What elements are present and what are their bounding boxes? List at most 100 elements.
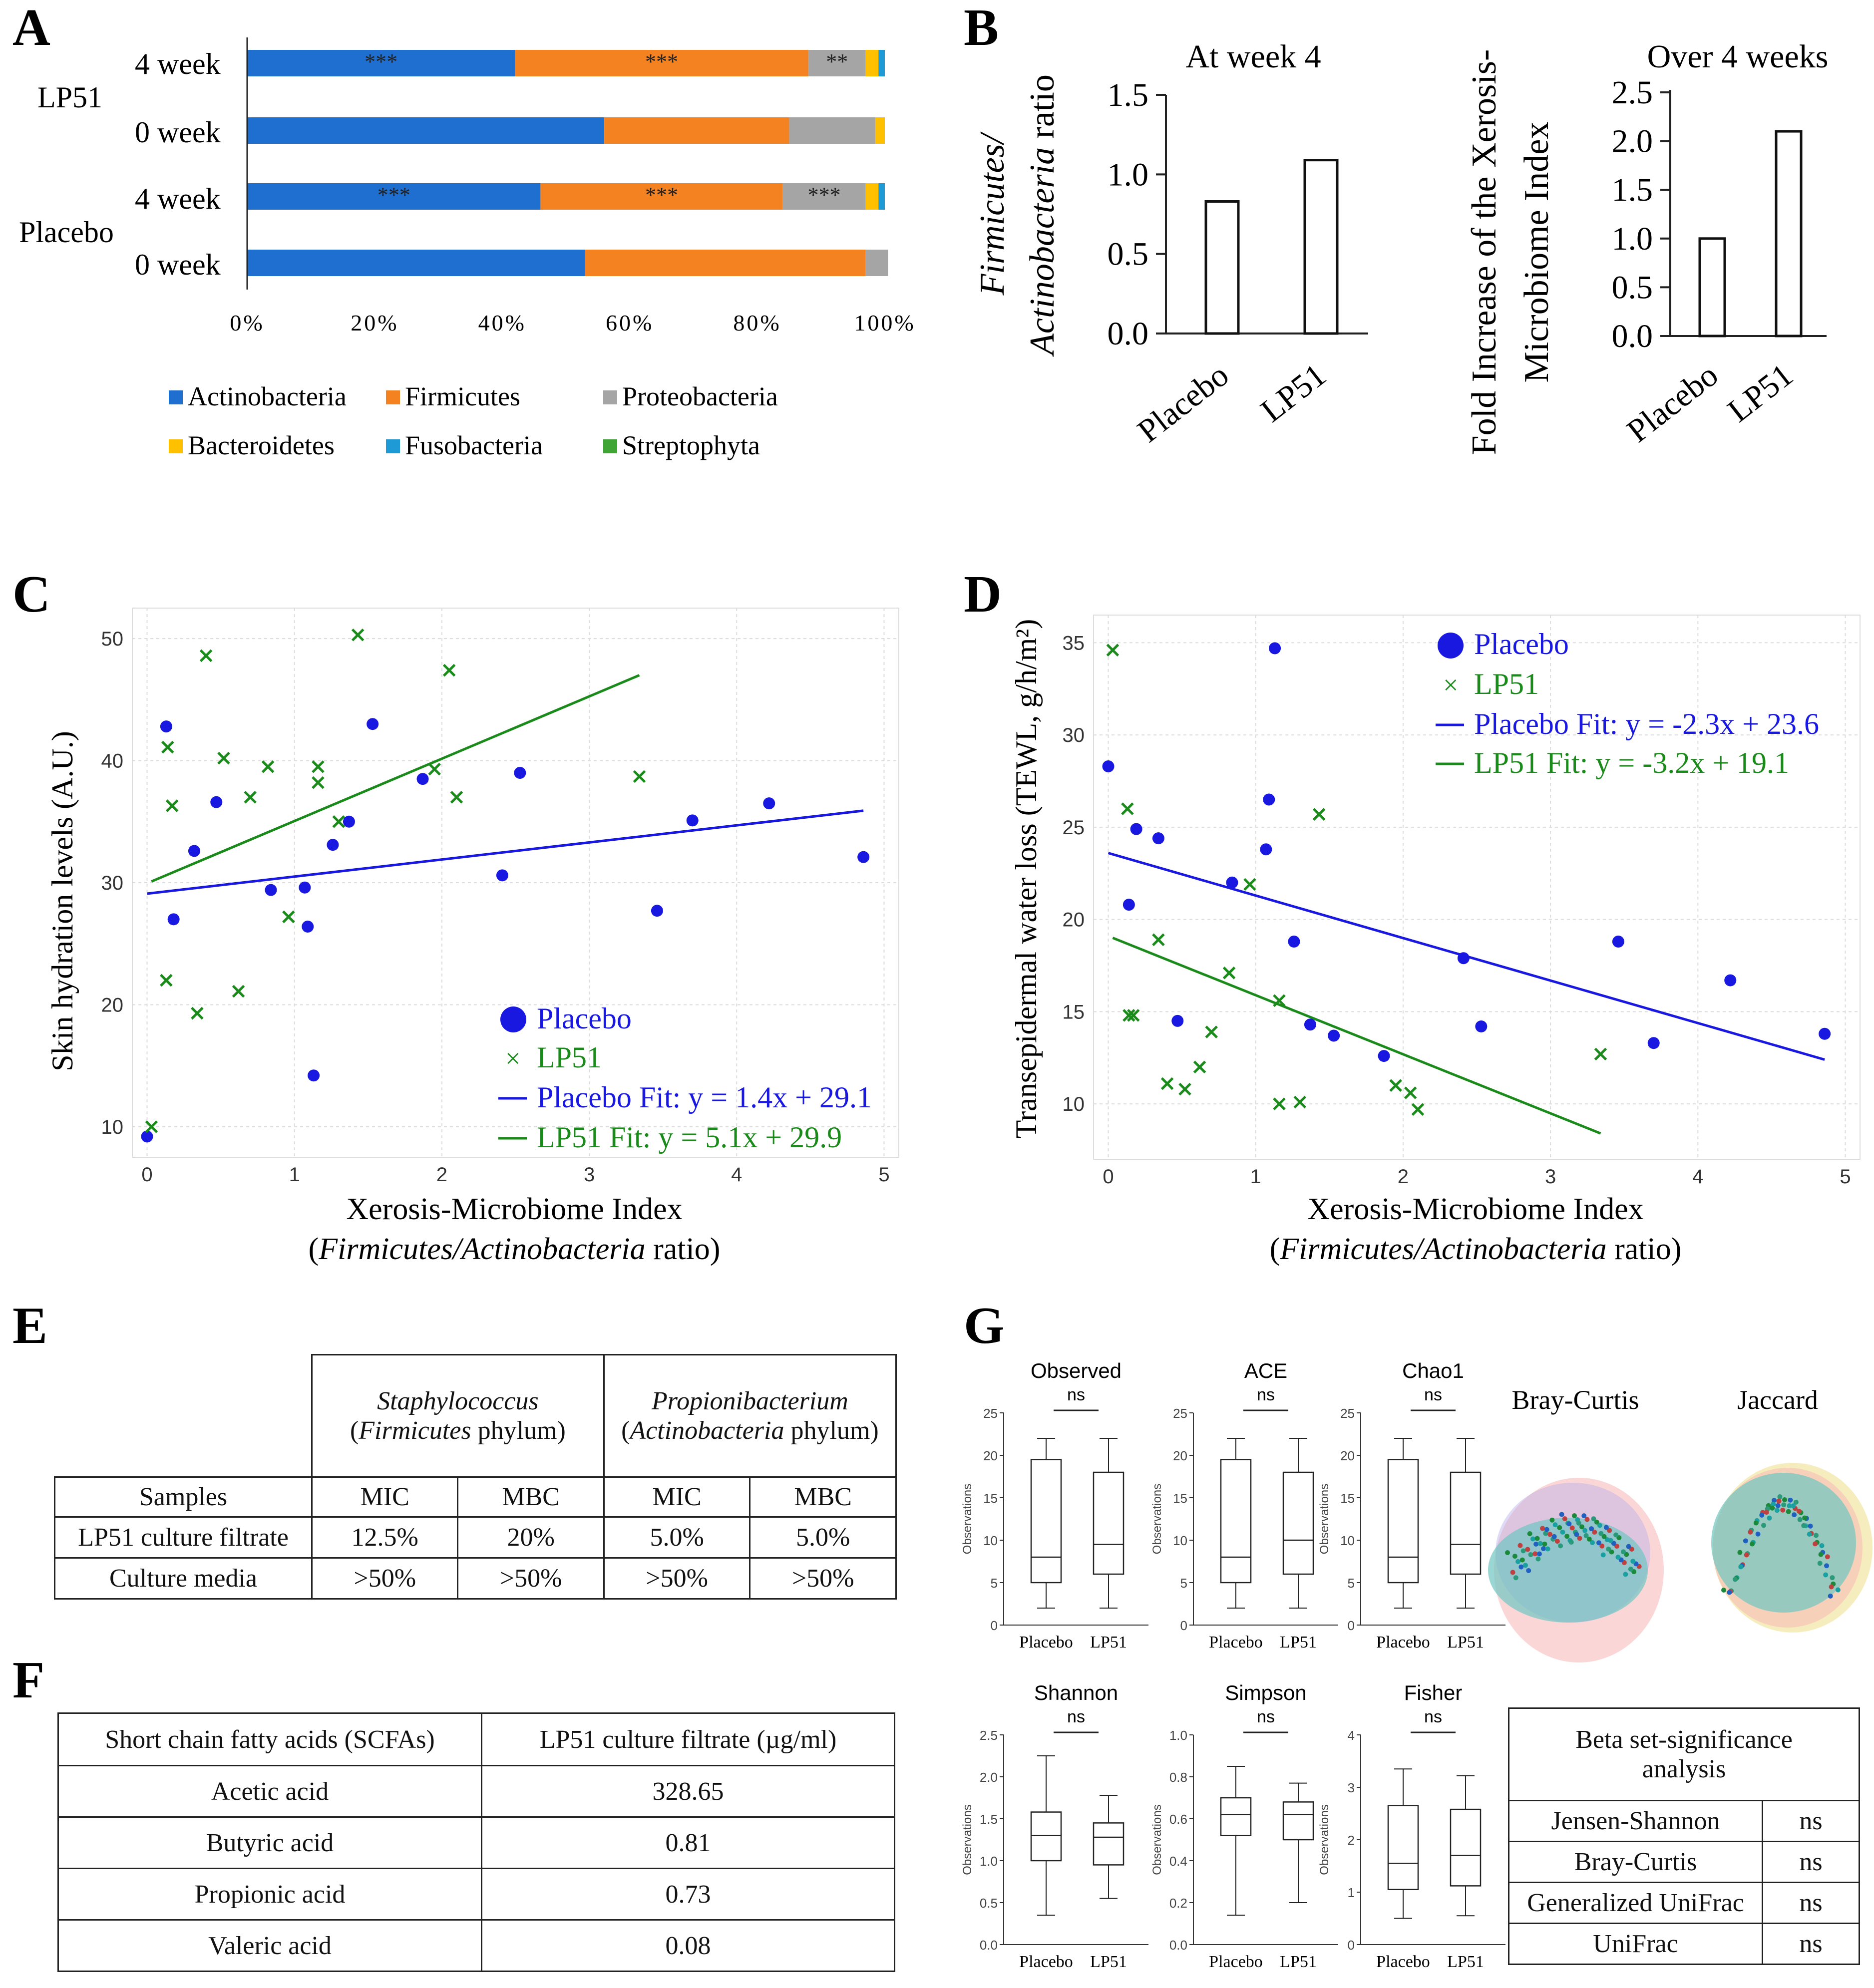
y-tick-label: 0.4 [1169, 1854, 1187, 1869]
panel-a-x-ticks: 0% 20% 40% 60% 80% 100% [230, 310, 913, 335]
table-cell: >50% [749, 1557, 897, 1600]
x-tick-label: 3 [584, 1164, 595, 1186]
y-tick-label: 0.0 [980, 1938, 998, 1953]
pcoa-point [1560, 1529, 1565, 1535]
panel-b-right-bar-chart: Over 4 weeks 0.0 0.5 1.0 1.5 2.0 2.5 PlaceboL… [1465, 38, 1828, 455]
panel-a-legend: Actinobacteria Firmicutes Proteobacteria Ba… [169, 381, 778, 460]
x-tick-label: Placebo [1019, 1633, 1073, 1652]
panel-d-x-label-2: (Firmicutes/Actinobacteria ratio) [1270, 1232, 1682, 1266]
xlabel-part: ratio) [646, 1232, 721, 1266]
pcoa-point [1562, 1516, 1567, 1522]
y-axis-label: Observations [1150, 1804, 1164, 1875]
lp51-point [1222, 967, 1236, 980]
y-tick-label: 20 [1063, 909, 1085, 931]
placebo-point [1288, 936, 1300, 948]
y-axis-label: Observations [961, 1484, 974, 1554]
placebo-point [1171, 1014, 1184, 1027]
pcoa-point [1547, 1532, 1552, 1537]
legend-placebo-label: Placebo [537, 1002, 632, 1035]
placebo-point [1647, 1037, 1660, 1049]
pcoa-point [1582, 1528, 1588, 1533]
significance-label: *** [365, 49, 397, 74]
header-line: Staphylococcus [313, 1386, 603, 1416]
x-tick-label: Placebo [1620, 356, 1725, 449]
placebo-point [857, 851, 870, 863]
pcoa-point [1793, 1499, 1799, 1505]
pcoa-point [1623, 1572, 1628, 1577]
legend-label: Proteobacteria [622, 381, 778, 411]
legend-swatch [386, 390, 400, 404]
pcoa-point [1594, 1519, 1599, 1525]
pcoa-point [1774, 1508, 1780, 1513]
pcoa-point [1598, 1531, 1604, 1536]
pcoa-point [1544, 1527, 1549, 1532]
y-tick-label: 10 [101, 1116, 124, 1138]
lp51-point [191, 1006, 204, 1020]
pcoa-point [1542, 1541, 1547, 1547]
legend-swatch [169, 439, 183, 453]
y-tick-label: 5 [1348, 1576, 1355, 1591]
x-tick-label: 40% [478, 310, 526, 335]
ylabel-part: ratio [1023, 74, 1062, 147]
legend-label: Bacteroidetes [188, 430, 335, 460]
bar-segment [585, 250, 866, 276]
legend-lp51-marker: × [505, 1043, 520, 1073]
box-plot-chao1: Chao1 ns 0 5 10 15 20 25 Observations Placebo LP51 [1318, 1359, 1505, 1652]
bar-segment [247, 50, 515, 76]
bar-segment [540, 183, 783, 210]
y-tick-label: 20 [101, 994, 124, 1016]
header-part: Staphylococcus [377, 1387, 539, 1415]
box-plot-title: Observed [1031, 1359, 1122, 1382]
table-row: Beta set-significance analysis [1508, 1708, 1860, 1801]
y-tick-label: 10 [1063, 1093, 1085, 1115]
panel-b-right-y-label-2: Microbiome Index [1517, 122, 1556, 383]
table-cell: 12.5% [311, 1516, 459, 1559]
significance-label: *** [645, 183, 678, 207]
box-plot-observed: Observed ns 0 5 10 15 20 25 Observations Placebo L… [961, 1359, 1148, 1652]
table-cell: UniFrac [1508, 1923, 1763, 1965]
lp51-fit-line [1112, 937, 1601, 1135]
placebo-point [1260, 843, 1272, 856]
lp51-point [1121, 802, 1134, 815]
table-cell: ns [1762, 1800, 1860, 1842]
box [1450, 1808, 1482, 1887]
table-cell: 0.81 [481, 1816, 895, 1869]
table-row: LP51 culture filtrate 12.5% 20% 5.0% 5.0… [54, 1516, 897, 1559]
panel-b-left-title: At week 4 [1185, 38, 1321, 75]
pcoa-point [1732, 1577, 1738, 1582]
pcoa-point [1525, 1547, 1530, 1552]
x-tick-label: 0% [230, 310, 264, 335]
pcoa-point [1534, 1536, 1540, 1541]
y-tick-label: 0 [1348, 1938, 1355, 1953]
pcoa-point [1526, 1568, 1531, 1573]
title-line: analysis [1642, 1755, 1726, 1783]
panel-a-row-label: 0 week [135, 116, 221, 149]
panel-a-row-label: 4 week [135, 182, 221, 215]
y-tick-label: 1.0 [1612, 221, 1653, 257]
pcoa-point [1557, 1525, 1562, 1530]
table-cell: 20% [457, 1516, 605, 1559]
y-tick-label: 15 [1173, 1491, 1187, 1506]
pcoa-point [1777, 1494, 1783, 1500]
lp51-point [145, 1120, 158, 1133]
lp51-point [428, 762, 441, 776]
bar-segment [247, 117, 605, 144]
lp51-point [1312, 808, 1326, 821]
table-cell: 0.08 [481, 1919, 895, 1972]
legend-placebo-marker [1438, 633, 1464, 659]
table-cell: Valeric acid [57, 1919, 482, 1972]
pcoa-point [1817, 1561, 1823, 1566]
table-f-scfa: Short chain fatty acids (SCFAs) LP51 cul… [57, 1712, 895, 1972]
pcoa-point [1577, 1536, 1582, 1541]
significance-label: ns [1257, 1385, 1275, 1404]
panel-b-left-y-ticks: 0.0 0.5 1.0 1.5 [1108, 77, 1166, 352]
pcoa-point [1743, 1538, 1748, 1544]
x-tick-label: 3 [1545, 1166, 1556, 1188]
pcoa-point [1559, 1512, 1564, 1517]
table-cell: 0.73 [481, 1868, 895, 1921]
significance-label: *** [377, 183, 410, 207]
pcoa-point [1823, 1572, 1829, 1578]
pcoa-point [1519, 1557, 1525, 1563]
box [1220, 1797, 1252, 1836]
pcoa-point [1828, 1593, 1833, 1599]
